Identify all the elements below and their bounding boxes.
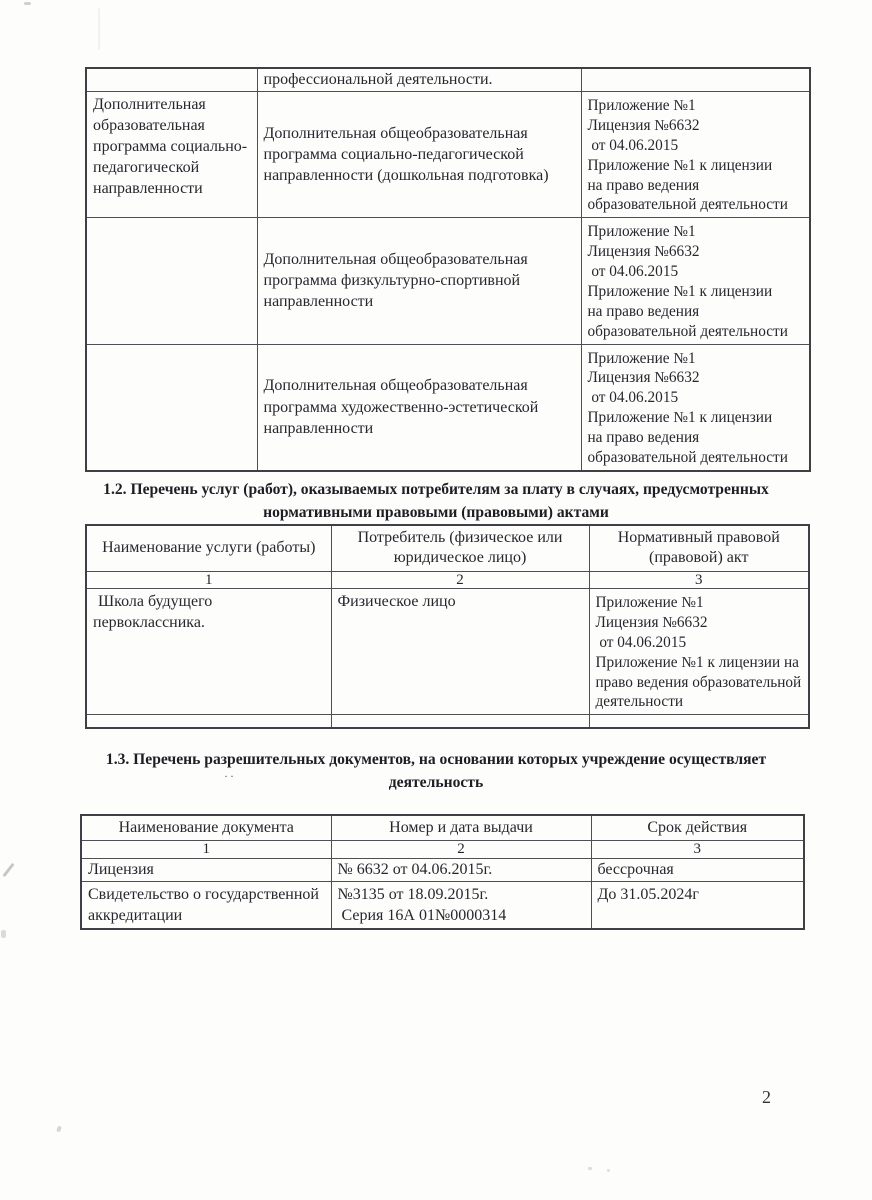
scan-speck bbox=[24, 2, 31, 5]
page-number: 2 bbox=[762, 1087, 771, 1107]
column-header-consumer: Потребитель (физическое или юридическое … bbox=[330, 524, 590, 572]
table-cell-license-info: Приложение №1 Лицензия №6632 от 04.06.20… bbox=[580, 343, 811, 472]
column-header-number-date: Номер и дата выдачи bbox=[330, 814, 592, 841]
table-cell bbox=[580, 67, 811, 92]
table-cell-license-info: Приложение №1 Лицензия №6632 от 04.06.20… bbox=[580, 217, 811, 345]
table-cell-validity: До 31.05.2024г bbox=[590, 880, 805, 930]
table-cell-license-info: Приложение №1 Лицензия №6632 от 04.06.20… bbox=[588, 587, 810, 716]
scan-speck bbox=[1, 930, 6, 938]
table-cell: профессиональной деятельности. bbox=[256, 67, 582, 92]
table-cell-license-info: Приложение №1 Лицензия №6632 от 04.06.20… bbox=[580, 90, 811, 219]
column-number: 3 bbox=[590, 840, 805, 859]
scan-mark bbox=[2, 862, 15, 878]
table-cell-program-name: Дополнительная образовательная программа… bbox=[85, 90, 258, 219]
table-cell-program-name bbox=[85, 217, 258, 345]
scan-speck bbox=[588, 1167, 592, 1170]
table-cell bbox=[85, 67, 258, 92]
scan-speck bbox=[607, 1169, 610, 1172]
column-header-service-name: Наименование услуги (работы) bbox=[85, 524, 332, 572]
paid-services-table: Наименование услуги (работы) Потребитель… bbox=[85, 524, 810, 729]
table-cell-number-date: № 6632 от 04.06.2015г. bbox=[330, 857, 592, 882]
table-cell-empty bbox=[588, 714, 810, 729]
column-number: 3 bbox=[588, 570, 810, 589]
column-number: 1 bbox=[85, 570, 332, 589]
table-cell-program-description: Дополнительная общеобразовательная прогр… bbox=[256, 343, 582, 472]
column-number: 2 bbox=[330, 570, 590, 589]
column-number: 1 bbox=[80, 840, 332, 859]
table-cell-document-name: Лицензия bbox=[80, 857, 332, 882]
table-cell-validity: бессрочная bbox=[590, 857, 805, 882]
table-cell-program-description: Дополнительная общеобразовательная прогр… bbox=[256, 217, 582, 345]
table-cell-number-date: №3135 от 18.09.2015г. Серия 16А 01№00003… bbox=[330, 880, 592, 930]
table-cell-program-description: Дополнительная общеобразовательная прогр… bbox=[256, 90, 582, 219]
column-number: 2 bbox=[330, 840, 592, 859]
table-cell-program-name bbox=[85, 343, 258, 472]
table-cell-consumer: Физическое лицо bbox=[330, 587, 590, 716]
permits-table: Наименование документа Номер и дата выда… bbox=[80, 814, 805, 930]
table-cell-document-name: Свидетельство о государственной аккредит… bbox=[80, 880, 332, 930]
scan-stray-dots: ·· bbox=[224, 769, 236, 783]
column-header-document-name: Наименование документа bbox=[80, 814, 332, 841]
table-cell-empty bbox=[330, 714, 590, 729]
table-cell-service-name: Школа будущего первоклассника. bbox=[85, 587, 332, 716]
continuation-table: профессиональной деятельности. Дополните… bbox=[85, 67, 811, 472]
scan-speck bbox=[56, 1125, 62, 1133]
section-1-2-heading: 1.2. Перечень услуг (работ), оказываемых… bbox=[103, 481, 769, 521]
column-header-validity: Срок действия bbox=[590, 814, 805, 841]
table-cell-empty bbox=[85, 714, 332, 729]
column-header-legal-act: Нормативный правовой (правовой) акт bbox=[588, 524, 810, 572]
scan-streak bbox=[98, 8, 100, 50]
section-1-3-heading: 1.3. Перечень разрешительных документов,… bbox=[105, 751, 767, 791]
